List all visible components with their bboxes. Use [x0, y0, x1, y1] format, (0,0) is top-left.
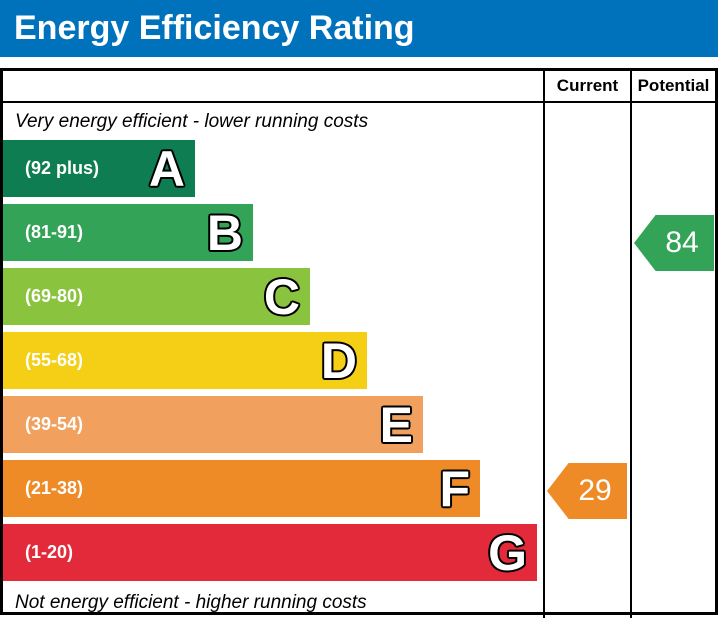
band-d: (55-68) D [3, 332, 367, 389]
band-g-range: (1-20) [25, 542, 74, 562]
potential-column: 84 [630, 103, 715, 618]
band-b: (81-91) B [3, 204, 253, 261]
band-b-range: (81-91) [25, 222, 84, 242]
page-title: Energy Efficiency Rating [14, 9, 415, 47]
band-e-letter: E [379, 396, 413, 453]
current-column: 29 [543, 103, 630, 618]
top-note: Very energy efficient - lower running co… [15, 110, 369, 132]
current-rating-value: 29 [578, 474, 612, 507]
band-d-range: (55-68) [25, 350, 84, 370]
band-g: (1-20) G [3, 524, 537, 581]
band-e: (39-54) E [3, 396, 423, 453]
band-b-letter: B [206, 204, 243, 261]
table-body-row: Very energy efficient - lower running co… [3, 103, 715, 618]
band-f-range: (21-38) [25, 478, 84, 498]
current-rating-arrow: 29 [547, 463, 627, 519]
bands-column: Very energy efficient - lower running co… [3, 103, 543, 618]
band-c-letter: C [263, 268, 300, 325]
header-spacer [3, 71, 543, 101]
bottom-note: Not energy efficient - higher running co… [15, 592, 367, 613]
band-a: (92 plus) A [3, 140, 195, 197]
potential-rating-arrow: 84 [634, 215, 714, 271]
band-f: (21-38) F [3, 460, 480, 517]
band-a-range: (92 plus) [25, 158, 100, 178]
potential-column-header: Potential [630, 71, 715, 101]
title-bar: Energy Efficiency Rating [0, 0, 718, 57]
band-g-letter: G [488, 524, 527, 581]
band-c: (69-80) C [3, 268, 310, 325]
band-d-letter: D [320, 332, 357, 389]
epc-rating-table: Current Potential Very energy efficient … [0, 68, 718, 618]
table-header-row: Current Potential [3, 71, 715, 103]
band-e-range: (39-54) [25, 414, 84, 434]
potential-rating-value: 84 [665, 226, 699, 259]
band-f-letter: F [439, 460, 470, 517]
current-column-header: Current [543, 71, 630, 101]
band-c-range: (69-80) [25, 286, 84, 306]
band-a-letter: A [148, 140, 185, 197]
